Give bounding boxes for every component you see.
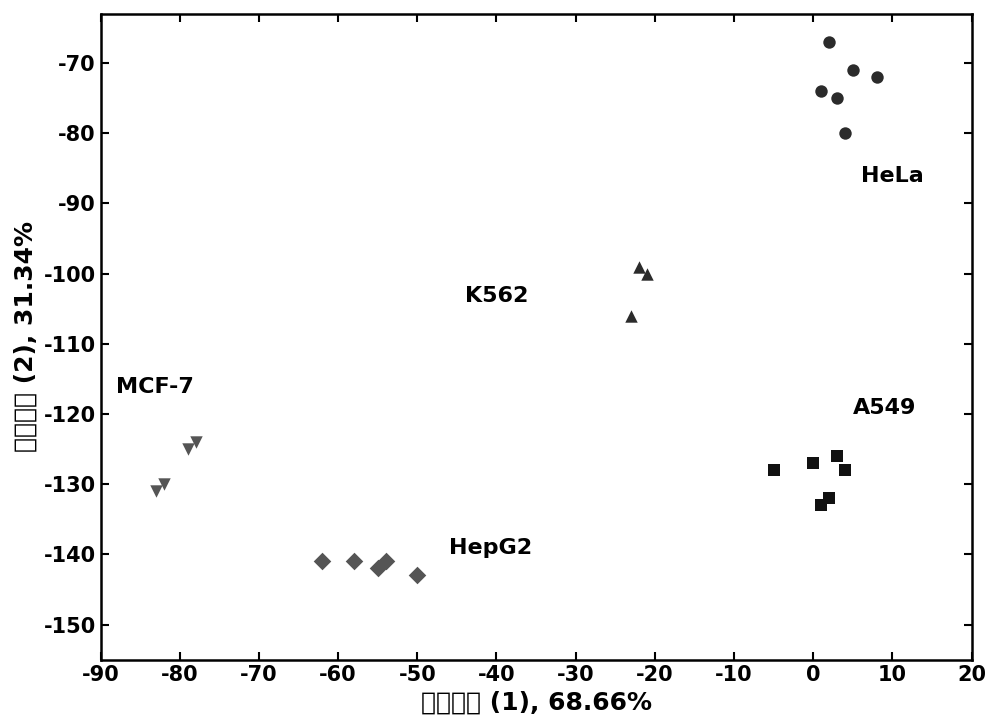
Point xyxy=(805,457,821,469)
Point xyxy=(821,36,837,48)
Point xyxy=(631,261,647,272)
Text: HeLa: HeLa xyxy=(861,167,923,186)
Point xyxy=(821,492,837,504)
Point xyxy=(188,436,204,448)
Point xyxy=(837,127,853,139)
Point xyxy=(314,555,330,567)
Point xyxy=(378,555,394,567)
Y-axis label: 判别因子 (2), 31.34%: 判别因子 (2), 31.34% xyxy=(14,221,38,452)
Point xyxy=(869,71,885,83)
Point xyxy=(370,563,386,574)
Text: HepG2: HepG2 xyxy=(449,539,532,558)
Text: MCF-7: MCF-7 xyxy=(116,377,194,397)
Point xyxy=(837,464,853,476)
Point xyxy=(813,499,829,511)
Point xyxy=(180,443,196,455)
X-axis label: 判别因子 (1), 68.66%: 判别因子 (1), 68.66% xyxy=(421,690,652,714)
Point xyxy=(829,92,845,104)
Point xyxy=(156,478,172,490)
Point xyxy=(346,555,362,567)
Point xyxy=(148,486,164,497)
Point xyxy=(766,464,782,476)
Point xyxy=(813,85,829,97)
Point xyxy=(829,451,845,462)
Point xyxy=(409,569,425,581)
Text: K562: K562 xyxy=(465,285,528,306)
Text: A549: A549 xyxy=(853,398,916,418)
Point xyxy=(623,310,639,322)
Point xyxy=(639,268,655,280)
Point xyxy=(845,64,861,76)
